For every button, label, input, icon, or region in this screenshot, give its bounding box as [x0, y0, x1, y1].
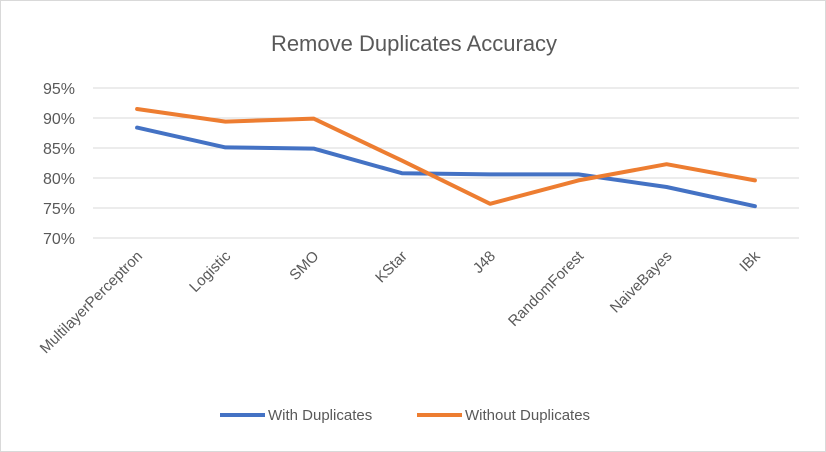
legend-label: Without Duplicates	[465, 407, 590, 424]
y-tick-label: 95%	[43, 81, 75, 98]
x-axis-ticks: MultilayerPerceptron Logistic SMO KStar J48 R…	[37, 247, 764, 357]
y-tick-label: 70%	[43, 231, 75, 248]
y-tick-label: 85%	[43, 141, 75, 158]
x-tick-label: RandomForest	[505, 247, 588, 330]
x-tick-label: Logistic	[186, 247, 234, 295]
chart-title: Remove Duplicates Accuracy	[271, 31, 557, 56]
y-tick-label: 80%	[43, 171, 75, 188]
x-tick-label: MultilayerPerceptron	[37, 248, 146, 357]
x-tick-label: J48	[470, 248, 499, 277]
series-line-0	[135, 125, 757, 209]
x-tick-label: IBk	[736, 247, 764, 275]
series-lines	[135, 107, 757, 209]
y-axis-ticks: 70% 75% 80% 85% 90% 95%	[43, 81, 75, 248]
y-tick-label: 90%	[43, 111, 75, 128]
y-tick-label: 75%	[43, 201, 75, 218]
gridlines	[93, 87, 799, 239]
x-tick-label: SMO	[286, 248, 322, 284]
legend: With Duplicates Without Duplicates	[220, 407, 590, 424]
x-tick-label: KStar	[372, 248, 411, 287]
legend-label: With Duplicates	[268, 407, 372, 424]
x-tick-label: NaiveBayes	[607, 248, 676, 317]
series-line-1	[135, 107, 757, 206]
